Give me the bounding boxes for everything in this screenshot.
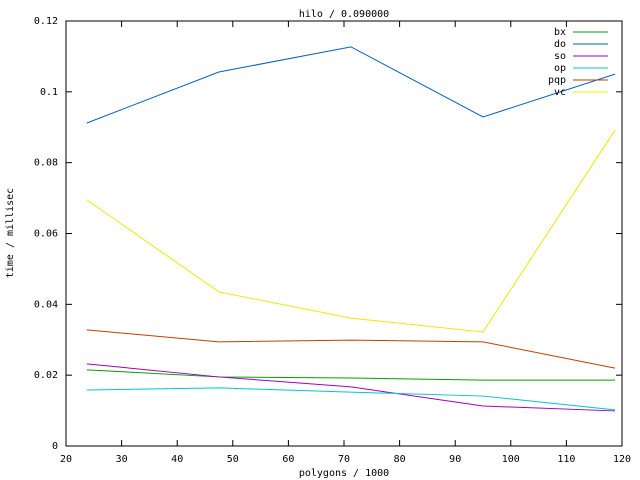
- series-line: [86, 369, 616, 381]
- legend-label: vc: [554, 87, 566, 98]
- y-tick-label: 0.06: [34, 229, 58, 240]
- legend-label: pqp: [548, 75, 566, 86]
- y-axis-label: time / millisec: [5, 188, 16, 278]
- series-line: [86, 129, 616, 333]
- y-tick-label: 0.1: [40, 87, 58, 98]
- x-tick-label: 120: [613, 454, 631, 465]
- legend-label: do: [554, 39, 566, 50]
- chart-title: hilo / 0.090000: [299, 9, 389, 20]
- series-line: [86, 329, 616, 369]
- legend-label: bx: [554, 27, 566, 38]
- y-tick-label: 0.12: [34, 16, 58, 27]
- x-tick-label: 110: [557, 454, 575, 465]
- x-tick-label: 100: [502, 454, 520, 465]
- x-axis-label: polygons / 1000: [299, 468, 389, 479]
- y-tick-label: 0.02: [34, 370, 58, 381]
- x-tick-label: 20: [60, 454, 72, 465]
- x-tick-label: 70: [338, 454, 350, 465]
- legend-label: op: [554, 63, 566, 74]
- y-tick-label: 0.04: [34, 299, 58, 310]
- x-tick-label: 60: [282, 454, 294, 465]
- x-tick-label: 40: [171, 454, 183, 465]
- x-tick-label: 30: [116, 454, 128, 465]
- x-tick-label: 80: [394, 454, 406, 465]
- y-tick-label: 0.08: [34, 158, 58, 169]
- legend-label: so: [554, 51, 566, 62]
- series-line: [86, 363, 616, 412]
- y-tick-label: 0: [52, 441, 58, 452]
- x-tick-label: 50: [227, 454, 239, 465]
- series-line: [86, 46, 616, 124]
- x-tick-label: 90: [449, 454, 461, 465]
- series-line: [86, 387, 616, 411]
